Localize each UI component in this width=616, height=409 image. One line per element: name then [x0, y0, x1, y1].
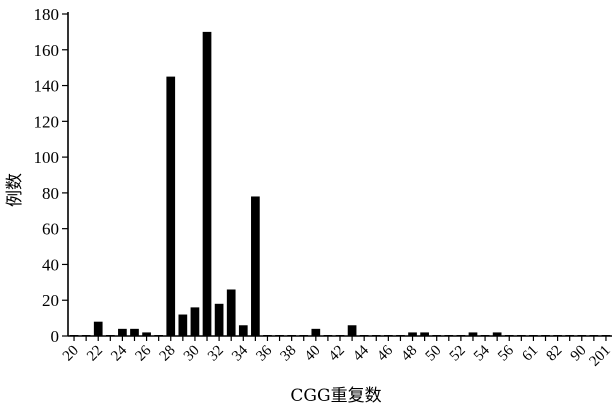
x-tick-label-38: 38 [278, 343, 300, 365]
y-tick-label-0: 0 [51, 327, 60, 346]
x-tick-label-42: 42 [326, 343, 348, 365]
y-tick-label-100: 100 [34, 148, 60, 167]
x-tick-label-56: 56 [495, 342, 517, 364]
x-tick-label-52: 52 [447, 343, 469, 365]
y-tick-label-20: 20 [42, 291, 59, 310]
bar-33 [226, 289, 236, 336]
x-tick-label-32: 32 [205, 343, 227, 365]
bar-30 [190, 307, 200, 336]
bar-29 [178, 314, 188, 336]
x-tick-label-36: 36 [253, 342, 275, 364]
bar-35 [251, 196, 260, 336]
bar-55 [492, 332, 502, 336]
bar-25 [130, 328, 139, 336]
y-tick-label-140: 140 [34, 77, 60, 96]
x-tick-label-34: 34 [229, 342, 251, 364]
y-tick-label-160: 160 [34, 41, 60, 60]
bar-26 [142, 332, 151, 336]
y-tick-label-180: 180 [34, 5, 60, 24]
x-tick-label-48: 48 [398, 343, 420, 365]
bar-48 [408, 332, 417, 336]
bar-22 [93, 321, 103, 336]
x-tick-label-22: 22 [84, 343, 106, 365]
x-axis-title: CGG重复数 [290, 386, 381, 406]
axes-layer [67, 12, 612, 337]
bar-53 [468, 332, 478, 336]
x-tick-label-26: 26 [132, 342, 154, 364]
x-tick-label-28: 28 [157, 343, 179, 365]
x-tick-label-82: 82 [544, 343, 566, 365]
bar-31 [202, 31, 212, 336]
x-tick-label-30: 30 [181, 343, 203, 365]
x-tick-label-40: 40 [302, 343, 324, 365]
x-tick-label-50: 50 [423, 343, 445, 365]
x-tick-label-54: 54 [471, 342, 493, 364]
x-tick-label-201: 201 [587, 343, 614, 370]
bars-layer [69, 31, 611, 337]
x-tick-label-20: 20 [60, 343, 82, 365]
x-tick-label-24: 24 [108, 342, 130, 364]
y-tick-label-60: 60 [42, 220, 59, 239]
y-tick-label-80: 80 [42, 184, 59, 203]
y-tick-label-120: 120 [34, 112, 60, 131]
y-axis-title: 例数 [5, 173, 25, 207]
x-tick-label-44: 44 [350, 342, 372, 364]
x-tick-label-61: 61 [519, 343, 541, 365]
y-tick-label-40: 40 [42, 255, 59, 274]
x-tick-label-90: 90 [568, 343, 590, 365]
bar-32 [214, 303, 224, 336]
bar-49 [420, 332, 429, 336]
x-tick-label-46: 46 [374, 342, 396, 364]
bar-34 [238, 325, 248, 336]
bar-28 [166, 76, 176, 337]
bar-43 [347, 325, 357, 336]
bar-40 [311, 328, 321, 336]
bar-24 [118, 328, 127, 336]
